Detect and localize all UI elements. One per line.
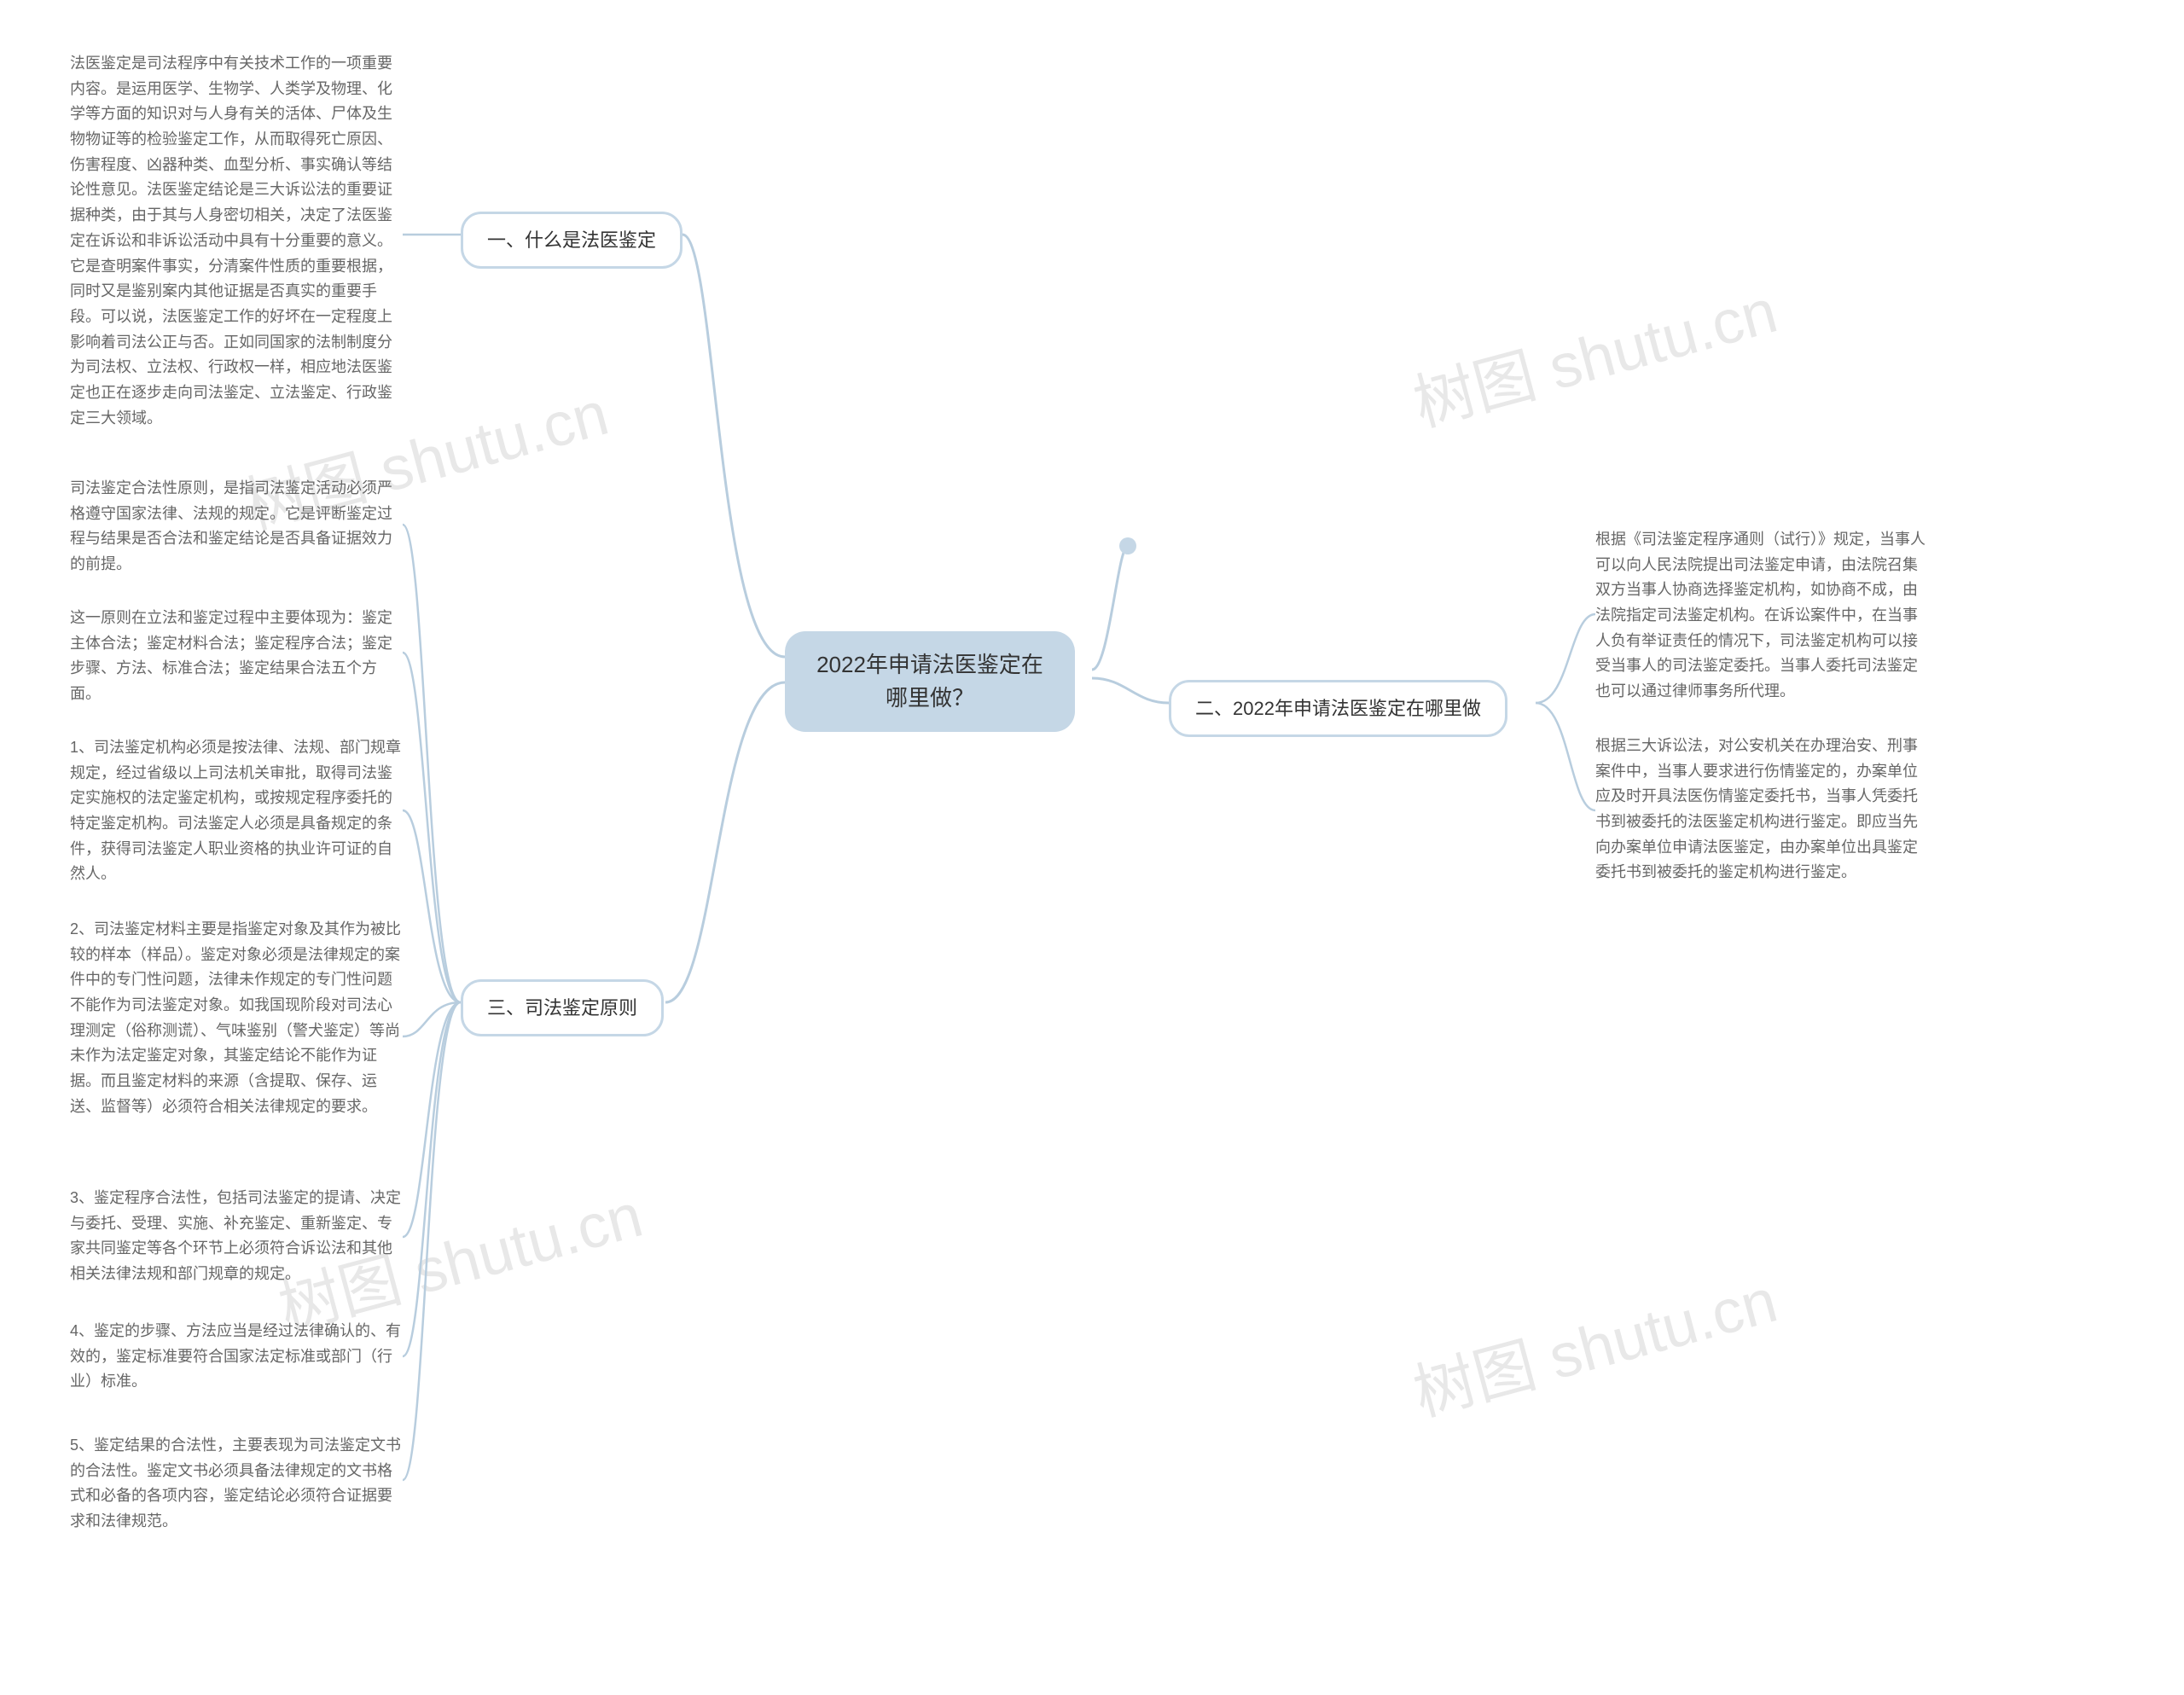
leaf-text: 4、鉴定的步骤、方法应当是经过法律确认的、有效的，鉴定标准要符合国家法定标准或部… (70, 1319, 403, 1395)
watermark: 树图 shutu.cn (1403, 1250, 1786, 1432)
branch-label: 一、什么是法医鉴定 (487, 226, 656, 254)
leaf-text: 2、司法鉴定材料主要是指鉴定对象及其作为被比较的样本（样品）。鉴定对象必须是法律… (70, 917, 403, 1120)
branch-label: 二、2022年申请法医鉴定在哪里做 (1195, 694, 1481, 723)
leaf-text: 司法鉴定合法性原则，是指司法鉴定活动必须严格遵守国家法律、法规的规定。它是评断鉴… (70, 476, 403, 578)
leaf-text: 这一原则在立法和鉴定过程中主要体现为：鉴定主体合法；鉴定材料合法；鉴定程序合法；… (70, 606, 403, 707)
branch-node-3[interactable]: 三、司法鉴定原则 (461, 979, 664, 1036)
leaf-text: 根据《司法鉴定程序通则（试行）》规定，当事人可以向人民法院提出司法鉴定申请，由法… (1595, 527, 1928, 705)
branch-node-1[interactable]: 一、什么是法医鉴定 (461, 212, 682, 269)
leaf-text: 法医鉴定是司法程序中有关技术工作的一项重要内容。是运用医学、生物学、人类学及物理… (70, 51, 403, 431)
branch-node-2[interactable]: 二、2022年申请法医鉴定在哪里做 (1169, 680, 1507, 737)
leaf-text: 1、司法鉴定机构必须是按法律、法规、部门规章规定，经过省级以上司法机关审批，取得… (70, 735, 403, 887)
center-node[interactable]: 2022年申请法医鉴定在哪里做？ (785, 631, 1075, 732)
watermark: 树图 shutu.cn (1403, 260, 1786, 443)
center-node-label: 2022年申请法医鉴定在哪里做？ (816, 648, 1044, 715)
branch-label: 三、司法鉴定原则 (487, 994, 637, 1022)
leaf-text: 根据三大诉讼法，对公安机关在办理治安、刑事案件中，当事人要求进行伤情鉴定的，办案… (1595, 734, 1928, 885)
leaf-text: 5、鉴定结果的合法性，主要表现为司法鉴定文书的合法性。鉴定文书必须具备法律规定的… (70, 1433, 403, 1535)
connector-dot (1119, 537, 1136, 554)
leaf-text: 3、鉴定程序合法性，包括司法鉴定的提请、决定与委托、受理、实施、补充鉴定、重新鉴… (70, 1186, 403, 1287)
